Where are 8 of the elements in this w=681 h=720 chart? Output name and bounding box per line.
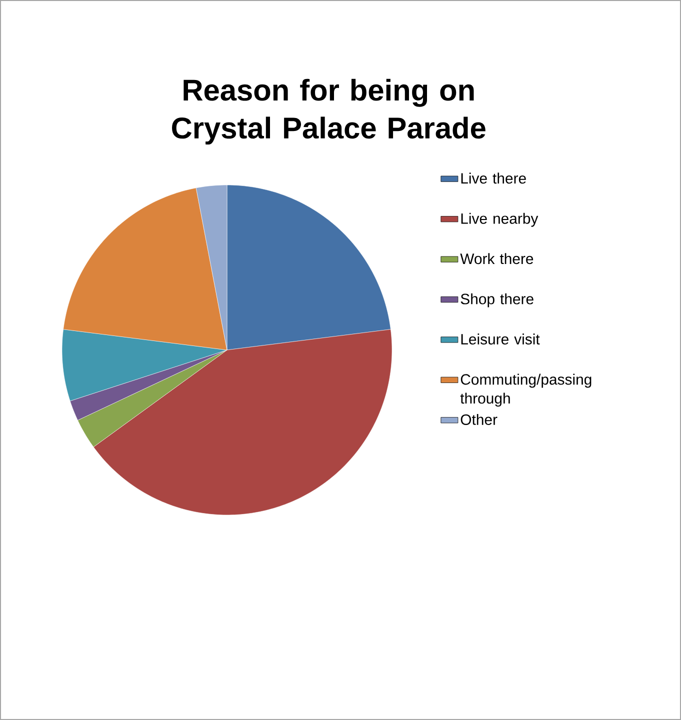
legend-label: Leisure visit [461,334,540,345]
legend-label: Live there [461,172,526,184]
legend-label: Commuting/passing through [460,374,592,407]
legend-label: Live nearby [461,212,538,227]
legend-label: Other [460,414,498,425]
chart-title: Reason for being on Crystal Palace Parade [172,78,486,145]
legend-label: Shop there [460,293,534,308]
legend-label: Work there [460,253,534,264]
